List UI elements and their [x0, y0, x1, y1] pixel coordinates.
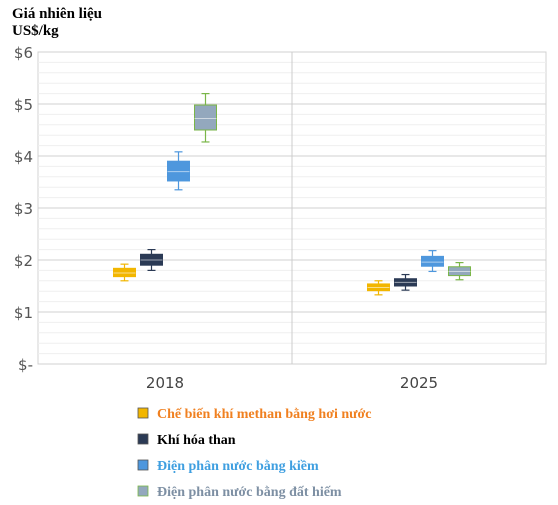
- y-axis-title-line-2: US$/kg: [12, 23, 59, 39]
- box-plot: [113, 263, 136, 282]
- legend-label: Điện phân nước bằng đất hiếm: [157, 485, 342, 500]
- box-iqr: [194, 104, 217, 131]
- box-plot: [167, 151, 190, 191]
- box-plots: [113, 92, 471, 296]
- y-tick-label: $-: [18, 356, 33, 374]
- box-plot: [421, 250, 444, 273]
- legend-swatch: [137, 433, 149, 445]
- legend-swatch: [137, 459, 149, 471]
- legend-swatch: [137, 485, 149, 497]
- y-tick-label: $2: [14, 252, 33, 270]
- y-tick-label: $5: [14, 96, 33, 114]
- legend-item: Điện phân nước bằng đất hiếm: [137, 485, 342, 500]
- box-iqr: [167, 160, 190, 182]
- x-category-label: 2025: [400, 374, 438, 392]
- box-plot: [367, 280, 390, 296]
- box-plot: [140, 249, 163, 271]
- box-iqr: [421, 255, 444, 267]
- box-plot: [448, 262, 471, 281]
- legend: Chế biến khí methan bằng hơi nước Khí hóa…: [137, 407, 372, 500]
- legend-label: Chế biến khí methan bằng hơi nước: [157, 407, 372, 422]
- x-category-label: 2018: [146, 374, 184, 392]
- legend-swatch: [137, 407, 149, 419]
- legend-item: Chế biến khí methan bằng hơi nước: [137, 407, 372, 422]
- y-tick-label: $4: [14, 148, 33, 166]
- box-plot: [194, 92, 217, 143]
- y-tick-label: $6: [14, 44, 33, 62]
- legend-item: Điện phân nước bằng kiềm: [137, 459, 319, 474]
- y-tick-label: $3: [14, 200, 33, 218]
- legend-item: Khí hóa than: [137, 433, 236, 448]
- y-tick-label: $1: [14, 304, 33, 322]
- x-axis-categories: 2018 2025: [146, 374, 438, 392]
- box-plot: [394, 273, 417, 291]
- legend-label: Khí hóa than: [157, 433, 236, 448]
- y-axis-title-line-1: Giá nhiên liệu: [12, 6, 102, 22]
- legend-label: Điện phân nước bằng kiềm: [157, 459, 319, 474]
- y-axis-ticks: $- $1 $2 $3 $4 $5 $6: [14, 44, 33, 374]
- box-iqr: [113, 267, 136, 278]
